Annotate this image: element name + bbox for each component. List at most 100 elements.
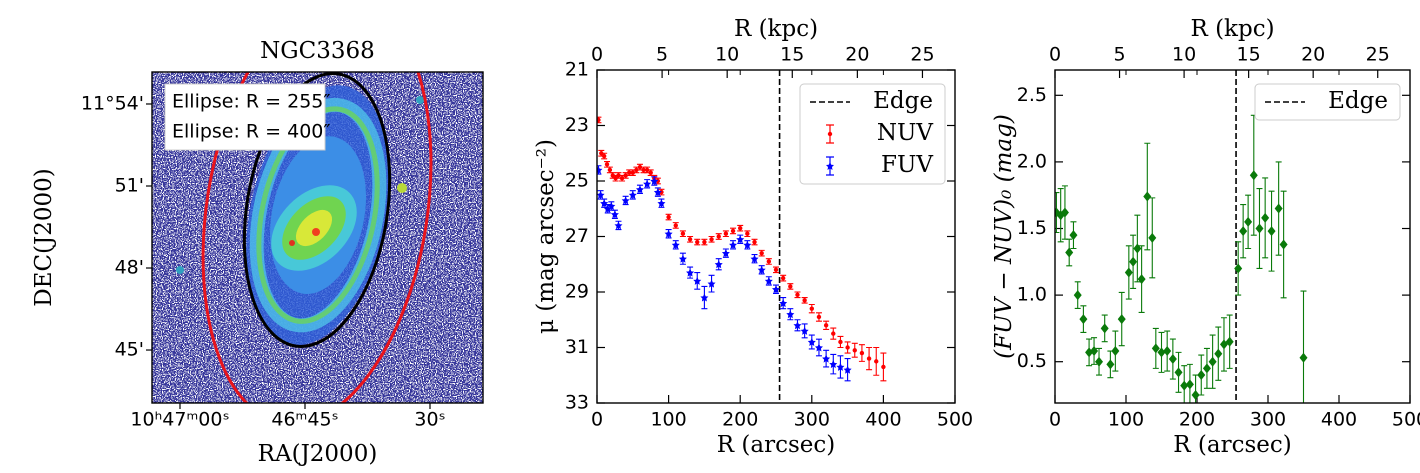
point <box>795 292 800 297</box>
point <box>1267 226 1276 237</box>
point <box>687 237 693 242</box>
point <box>1168 354 1177 365</box>
point <box>807 337 816 346</box>
x-axis-label: RA(J2000) <box>258 441 378 467</box>
point <box>772 285 780 294</box>
point <box>766 259 772 264</box>
y-tick-label: 21 <box>565 59 589 81</box>
x-tick-label: 0 <box>591 409 603 431</box>
point <box>814 343 823 352</box>
x-tick-label: 300 <box>794 409 830 431</box>
point <box>707 279 716 288</box>
point <box>680 231 686 236</box>
point <box>630 170 635 175</box>
point <box>838 339 843 345</box>
point <box>619 176 625 181</box>
x2-tick-label: 10 <box>1172 44 1196 66</box>
point <box>616 173 621 178</box>
point <box>1079 314 1088 325</box>
point <box>743 240 752 249</box>
point <box>745 231 750 236</box>
x-tick-label: 300 <box>1250 409 1286 431</box>
y-tick-label: 48' <box>115 257 144 279</box>
ellipse <box>201 72 433 403</box>
point <box>650 177 659 185</box>
x2-axis-label: R (kpc) <box>1190 16 1274 42</box>
x-axis-label: R (arcsec) <box>1173 432 1291 458</box>
point <box>793 321 802 330</box>
point <box>702 239 707 245</box>
y-tick-label: 2.0 <box>1017 150 1047 172</box>
y-axis-label: (FUV − NUV)₀ (mag) <box>991 114 1017 359</box>
point <box>816 314 822 320</box>
y-tick-label: 51' <box>115 174 144 196</box>
point <box>1261 212 1270 223</box>
point <box>1180 380 1189 391</box>
point <box>1065 247 1074 258</box>
ellipses <box>201 72 433 403</box>
point <box>1095 356 1104 367</box>
legend-box <box>1254 83 1401 121</box>
y-tick-label: 1.5 <box>1017 217 1047 239</box>
y-tick-label: 33 <box>565 392 589 414</box>
point <box>648 170 653 175</box>
legend: Edge <box>1254 83 1401 121</box>
point <box>852 348 857 353</box>
point <box>614 221 623 230</box>
point <box>843 365 852 374</box>
ellipse <box>242 72 392 348</box>
point <box>1225 336 1234 347</box>
y-tick-label: 31 <box>565 336 589 358</box>
x2-tick-label: 15 <box>780 44 804 66</box>
point <box>1106 359 1115 370</box>
y-tick-label: 2.5 <box>1017 84 1047 106</box>
y-axis-label: DEC(J2000) <box>31 168 57 307</box>
point <box>607 201 616 210</box>
point <box>604 162 610 167</box>
point <box>1244 216 1253 227</box>
x2-tick-label: 25 <box>910 44 934 66</box>
x-tick-label: 500 <box>937 409 973 431</box>
point <box>1197 370 1206 381</box>
point <box>1239 226 1248 237</box>
point <box>809 306 814 311</box>
legend-box <box>164 83 326 151</box>
point <box>623 173 628 178</box>
legend: Edge NUV FUV <box>799 83 946 185</box>
point <box>627 170 632 175</box>
point <box>845 345 850 350</box>
point <box>1185 379 1194 390</box>
point <box>831 331 836 336</box>
legend-label: Ellipse: R = 255″ <box>172 91 331 113</box>
x-tick-label: 200 <box>722 409 758 431</box>
point <box>1249 170 1258 181</box>
point <box>643 179 652 188</box>
x2-tick-label: 0 <box>591 44 603 66</box>
y-tick-label: 29 <box>565 281 589 303</box>
point <box>1274 203 1283 214</box>
point <box>709 237 714 242</box>
point <box>866 356 872 361</box>
point <box>628 190 637 199</box>
x-tick-label: 100 <box>650 409 686 431</box>
point <box>773 267 779 272</box>
point <box>1073 290 1082 301</box>
point <box>721 249 730 258</box>
point <box>657 199 666 208</box>
plot-layer: NGC3368 RA(J2000) DEC(J2000) 10ʰ47ᵐ00ˢ 46ᵐ45… <box>31 16 1420 467</box>
point <box>829 360 838 369</box>
point <box>780 275 786 281</box>
point <box>597 165 603 174</box>
legend-box <box>799 83 946 185</box>
point <box>1124 267 1133 278</box>
x2-tick-label: 25 <box>1366 44 1390 66</box>
point <box>610 210 619 219</box>
point <box>607 167 613 173</box>
point <box>597 190 605 199</box>
point <box>730 228 736 234</box>
point <box>601 153 607 159</box>
point <box>635 185 644 194</box>
point <box>678 254 687 263</box>
point <box>1055 207 1061 218</box>
legend-label: NUV <box>877 120 934 146</box>
